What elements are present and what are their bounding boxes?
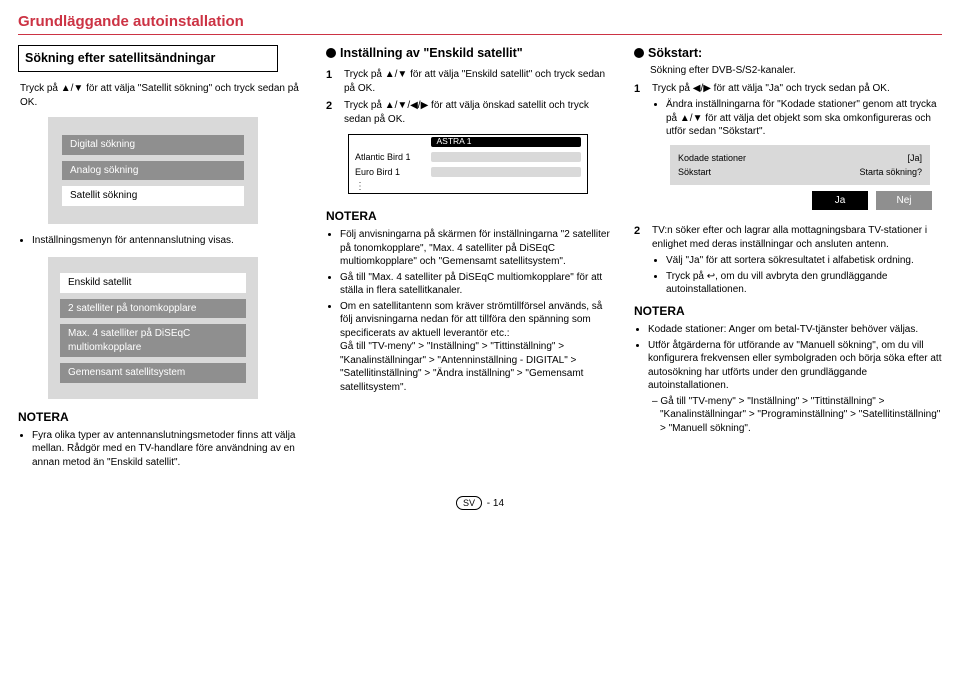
sat-label-astra: ASTRA 1: [437, 136, 472, 147]
col3-notera-b2-text: Utför åtgärderna för utförande av "Manue…: [648, 340, 942, 392]
col2-step-1: 1Tryck på ▲/▼ för att välja "Enskild sat…: [326, 68, 616, 95]
col2-notera-label: NOTERA: [326, 208, 616, 224]
col3-notera-dash-text: Gå till "TV-meny" > "Inställning" > "Tit…: [660, 396, 940, 434]
panel-row-analog[interactable]: Analog sökning: [62, 161, 244, 181]
column-3: Sökstart: Sökning efter DVB-S/S2-kanaler…: [634, 45, 942, 472]
col3-notera-list: Kodade stationer: Anger om betal-TV-tjän…: [634, 323, 942, 435]
sokstart-sub: Sökning efter DVB-S/S2-kanaler.: [650, 64, 942, 78]
ja-button[interactable]: Ja: [812, 191, 868, 211]
col3-step-2: 2 TV:n söker efter och lagrar alla motta…: [634, 224, 942, 299]
sat-row-astra[interactable]: ASTRA 1: [349, 135, 588, 150]
col2-steps: 1Tryck på ▲/▼ för att välja "Enskild sat…: [326, 68, 616, 126]
nej-button[interactable]: Nej: [876, 191, 932, 211]
columns-row: Sökning efter satellitsändningar Tryck p…: [18, 45, 942, 472]
col2-notera-b3: Om en satellitantenn som kräver strömtil…: [340, 300, 616, 395]
kodade-val-1: [Ja]: [907, 152, 922, 164]
footer-lang: SV: [456, 496, 482, 510]
sat-label-euro: Euro Bird 1: [349, 165, 431, 180]
col2-step-1-text: Tryck på ▲/▼ för att välja "Enskild sate…: [344, 68, 616, 95]
page-footer: SV - 14: [18, 496, 942, 511]
panel2-row-2[interactable]: Max. 4 satelliter på DiSEqC multiomkoppl…: [60, 324, 246, 357]
panel2-row-3[interactable]: Gemensamt satellitsystem: [60, 363, 246, 383]
sat-row-atlantic[interactable]: Atlantic Bird 1: [349, 150, 588, 165]
col1-notera-bullet: Fyra olika typer av antennanslutningsmet…: [32, 429, 308, 470]
col3-notera-dash: – Gå till "TV-meny" > "Inställning" > "T…: [648, 395, 942, 436]
antenna-method-panel: Enskild satellit 2 satelliter på tonomko…: [48, 257, 258, 399]
col1-after-panel: Inställningsmenyn för antennanslutning v…: [18, 234, 308, 248]
kodade-label-2: Sökstart: [678, 166, 711, 178]
panel2-row-1[interactable]: 2 satelliter på tonomkopplare: [60, 299, 246, 319]
col3-step-1: 1 Tryck på ◀/▶ för att välja "Ja" och tr…: [634, 82, 942, 221]
footer-page: - 14: [487, 498, 504, 509]
panel2-row-0[interactable]: Enskild satellit: [60, 273, 246, 293]
title-rule: [18, 34, 942, 35]
col1-notera-label: NOTERA: [18, 409, 308, 425]
panel-row-digital[interactable]: Digital sökning: [62, 135, 244, 155]
sokstart-label: Sökstart:: [648, 46, 702, 60]
antenna-menu-note: Inställningsmenyn för antennanslutning v…: [32, 234, 308, 248]
satellite-table: ASTRA 1 Atlantic Bird 1 Euro Bird 1 ⋮: [348, 134, 588, 194]
heading-dot-icon: [326, 48, 336, 58]
col3-step2-text: TV:n söker efter och lagrar alla mottagn…: [652, 224, 942, 251]
col1-heading: Sökning efter satellitsändningar: [18, 45, 278, 72]
col2-heading-text: Inställning av "Enskild satellit": [340, 46, 523, 60]
col2-notera-b2: Gå till "Max. 4 satelliter på DiSEqC mul…: [340, 271, 616, 298]
kodade-box: Kodade stationer [Ja] Sökstart Starta sö…: [670, 145, 930, 185]
page-title: Grundläggande autoinstallation: [18, 12, 942, 32]
col2-step-2: 2Tryck på ▲/▼/◀/▶ för att välja önskad s…: [326, 99, 616, 126]
col3-notera-b2: Utför åtgärderna för utförande av "Manue…: [648, 339, 942, 436]
col2-notera-list: Följ anvisningarna på skärmen för instäl…: [326, 228, 616, 394]
col3-step1-text: Tryck på ◀/▶ för att välja "Ja" och tryc…: [652, 82, 942, 96]
col3-step1-bullet: Ändra inställningarna för "Kodade statio…: [666, 98, 942, 139]
col3-steps: 1 Tryck på ◀/▶ för att välja "Ja" och tr…: [634, 82, 942, 299]
column-2: Inställning av "Enskild satellit" 1Tryck…: [326, 45, 616, 472]
sat-row-euro[interactable]: Euro Bird 1: [349, 165, 588, 180]
col3-notera-label: NOTERA: [634, 303, 942, 319]
ja-nej-buttons: Ja Nej: [652, 191, 932, 211]
column-1: Sökning efter satellitsändningar Tryck p…: [18, 45, 308, 472]
col2-heading: Inställning av "Enskild satellit": [326, 45, 616, 62]
col1-notera-list: Fyra olika typer av antennanslutningsmet…: [18, 429, 308, 470]
search-type-panel: Digital sökning Analog sökning Satellit …: [48, 117, 258, 224]
kodade-val-2: Starta sökning?: [859, 166, 922, 178]
col3-notera-b1: Kodade stationer: Anger om betal-TV-tjän…: [648, 323, 942, 337]
col3-step2-b1: Välj "Ja" för att sortera sökresultatet …: [666, 254, 942, 268]
sat-row-more: ⋮: [349, 180, 588, 194]
col3-step2-b2: Tryck på ↩, om du vill avbryta den grund…: [666, 270, 942, 297]
sat-label-atlantic: Atlantic Bird 1: [349, 150, 431, 165]
heading-dot-icon-2: [634, 48, 644, 58]
kodade-label-1: Kodade stationer: [678, 152, 746, 164]
col2-step-2-text: Tryck på ▲/▼/◀/▶ för att välja önskad sa…: [344, 99, 616, 126]
col3-heading: Sökstart:: [634, 45, 942, 62]
col1-intro: Tryck på ▲/▼ för att välja "Satellit sök…: [20, 82, 308, 109]
kodade-row-2[interactable]: Sökstart Starta sökning?: [678, 165, 922, 179]
col2-notera-b1: Följ anvisningarna på skärmen för instäl…: [340, 228, 616, 269]
kodade-row-1[interactable]: Kodade stationer [Ja]: [678, 151, 922, 165]
panel-row-satellit[interactable]: Satellit sökning: [62, 186, 244, 206]
